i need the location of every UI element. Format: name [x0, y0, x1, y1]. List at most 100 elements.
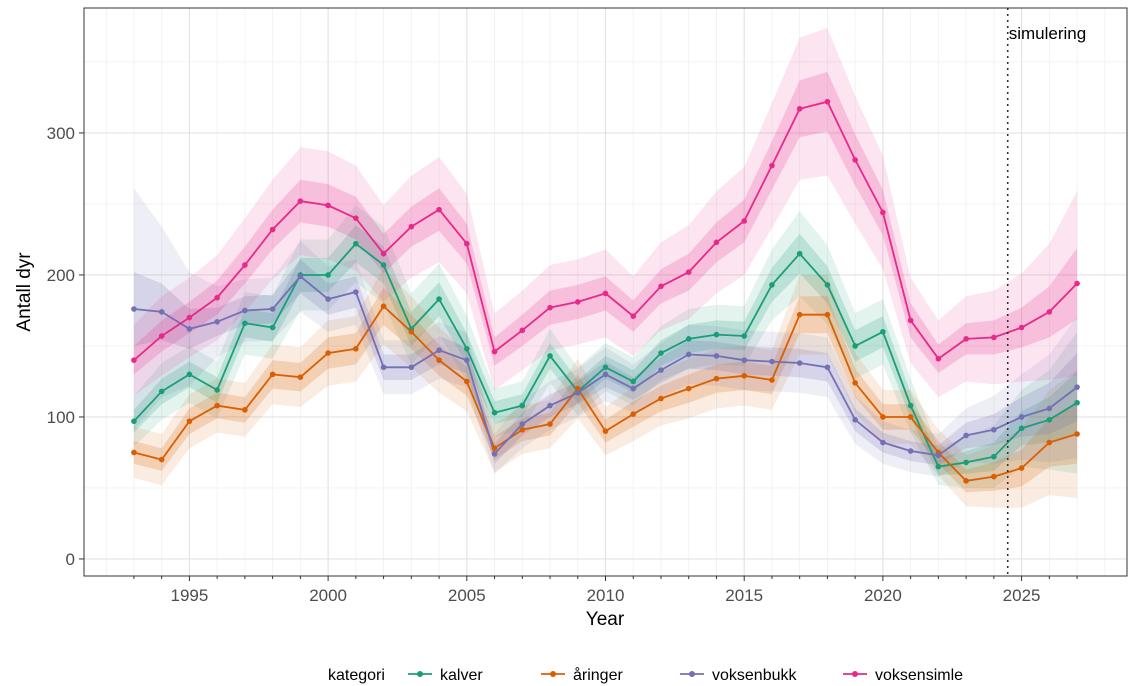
point-kalver: [269, 324, 276, 331]
point--ringer: [186, 418, 193, 425]
legend-key-point-kalver: [417, 671, 423, 677]
point--ringer: [491, 445, 498, 452]
point-voksenbukk: [935, 452, 942, 459]
x-axis-title: Year: [586, 609, 625, 630]
x-tick-label: 1995: [170, 586, 208, 605]
point-voksensimle: [158, 333, 165, 339]
point-kalver: [852, 343, 858, 349]
point-kalver: [963, 459, 969, 466]
point-kalver: [242, 320, 248, 327]
band-inner-voksensimle: [133, 71, 1078, 375]
point-kalver: [602, 364, 609, 371]
y-tick-label: 100: [47, 408, 75, 427]
point-voksenbukk: [408, 364, 415, 371]
x-tick-label: 2015: [725, 586, 763, 605]
point-voksensimle: [491, 348, 498, 355]
point--ringer: [1074, 431, 1080, 437]
point-voksensimle: [547, 304, 553, 311]
point-voksensimle: [186, 314, 193, 321]
legend-label-kalver: kalver: [440, 667, 483, 684]
simulation-label: simulering: [1009, 24, 1086, 43]
band-outer-voksensimle: [133, 27, 1078, 398]
point-kalver: [769, 282, 775, 288]
point-kalver: [935, 463, 942, 470]
legend-key-point--ringer: [550, 671, 556, 677]
x-tick-label: 2025: [1003, 586, 1041, 605]
point-kalver: [131, 418, 137, 425]
point-voksenbukk: [991, 426, 997, 433]
point--ringer: [380, 303, 387, 310]
point-kalver: [796, 250, 803, 257]
band-inner-voksenbukk: [133, 259, 1078, 466]
point--ringer: [880, 414, 886, 420]
point--ringer: [713, 375, 720, 382]
point-kalver: [464, 346, 470, 352]
band-inner--ringer: [133, 287, 1078, 493]
point-voksenbukk: [325, 296, 331, 302]
band-inner-kalver: [133, 225, 1078, 476]
point--ringer: [131, 449, 137, 456]
point-voksenbukk: [214, 319, 220, 325]
point--ringer: [325, 350, 331, 356]
point-voksensimle: [935, 355, 942, 362]
point-voksensimle: [269, 226, 276, 233]
point-voksenbukk: [1074, 384, 1080, 390]
point-kalver: [630, 378, 637, 385]
legend-label--ringer: åringer: [573, 666, 623, 684]
legend-key-point-voksenbukk: [689, 671, 695, 677]
point-voksenbukk: [713, 353, 720, 359]
x-tick-label: 2000: [309, 586, 347, 605]
point--ringer: [353, 346, 359, 352]
point-voksensimle: [574, 299, 581, 305]
point-voksensimle: [408, 223, 415, 230]
point-voksensimle: [796, 106, 803, 112]
point-kalver: [491, 409, 498, 416]
point-voksenbukk: [907, 448, 914, 454]
point-voksenbukk: [685, 351, 692, 358]
point--ringer: [269, 371, 276, 378]
point--ringer: [408, 328, 415, 335]
point-voksensimle: [436, 206, 442, 213]
point-voksenbukk: [852, 417, 858, 423]
point-voksenbukk: [769, 358, 775, 365]
x-tick-label: 2005: [448, 586, 486, 605]
point-kalver: [741, 333, 747, 339]
point--ringer: [158, 456, 165, 463]
point-voksensimle: [991, 334, 997, 341]
point-voksensimle: [131, 357, 137, 363]
point-kalver: [824, 282, 831, 288]
point--ringer: [685, 385, 692, 392]
point--ringer: [242, 407, 248, 413]
y-axis: 0 100 200 300: [47, 124, 84, 569]
point--ringer: [658, 395, 664, 402]
point-voksensimle: [880, 209, 886, 216]
point-voksenbukk: [464, 357, 470, 363]
band-outer-kalver: [133, 205, 1078, 488]
point-kalver: [380, 262, 387, 268]
point-voksensimle: [214, 294, 220, 301]
point--ringer: [769, 377, 775, 383]
point-kalver: [353, 240, 359, 247]
point-kalver: [1074, 399, 1080, 406]
point-kalver: [685, 336, 692, 342]
point-kalver: [214, 387, 220, 393]
point-voksensimle: [963, 336, 969, 342]
point-voksensimle: [380, 250, 387, 257]
point-voksensimle: [1074, 280, 1080, 287]
point-kalver: [1018, 425, 1025, 432]
point--ringer: [630, 411, 637, 417]
point-voksenbukk: [242, 307, 248, 314]
point-voksenbukk: [297, 273, 304, 280]
point--ringer: [574, 385, 581, 392]
point-kalver: [519, 402, 526, 409]
point-voksenbukk: [574, 390, 581, 396]
point--ringer: [907, 414, 914, 420]
point--ringer: [824, 311, 831, 318]
point-kalver: [436, 296, 442, 302]
point-voksensimle: [741, 218, 747, 224]
point-voksenbukk: [158, 309, 165, 315]
point--ringer: [852, 380, 858, 386]
point-voksensimle: [769, 162, 775, 169]
point-voksenbukk: [269, 306, 276, 312]
